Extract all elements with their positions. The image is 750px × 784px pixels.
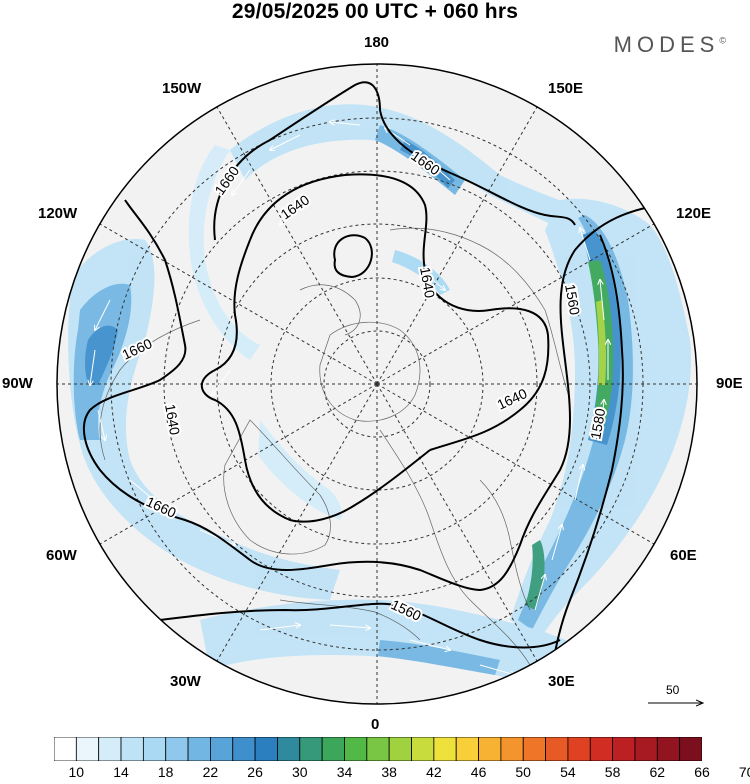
colorbar-swatch xyxy=(54,737,77,761)
lon-label-60e: 60E xyxy=(670,547,697,564)
colorbar-swatch xyxy=(277,737,301,761)
colorbar-swatch xyxy=(210,737,234,761)
colorbar-swatch xyxy=(567,737,591,761)
colorbar-swatch xyxy=(679,737,702,761)
colorbar-swatch xyxy=(411,737,435,761)
colorbar-tick-label: 14 xyxy=(113,764,129,780)
colorbar-tick-label: 18 xyxy=(157,764,174,780)
colorbar-tick-label: 38 xyxy=(381,764,397,780)
lon-label-150w: 150W xyxy=(162,80,202,97)
graticule xyxy=(57,64,697,704)
brand-logo: MODES© xyxy=(613,32,726,57)
coastlines xyxy=(99,227,571,666)
colorbar-swatch xyxy=(75,737,100,761)
colorbar-tick-label: 58 xyxy=(604,764,621,780)
lon-label-30w: 30W xyxy=(170,673,201,690)
lon-label-150e: 150E xyxy=(548,80,584,97)
colorbar-ticks: 10 14 18 22 26 30 34 38 42 46 50 54 58 62 66 70 xyxy=(54,764,750,784)
colorbar-swatch xyxy=(656,737,681,761)
lon-label-0: 0 xyxy=(371,716,380,733)
colorbar-swatch xyxy=(634,737,658,761)
colorbar-tick-label: 50 xyxy=(515,764,531,780)
colorbar-tick-label: 66 xyxy=(694,764,710,780)
colorbar-tick-label: 42 xyxy=(426,764,442,780)
map-title: 29/05/2025 00 UTC + 060 hrs xyxy=(231,0,519,23)
colorbar-tick-label: 30 xyxy=(292,764,308,780)
colorbar-swatch xyxy=(232,737,256,761)
colorbar-tick-label: 46 xyxy=(470,764,487,780)
colorbar-swatch xyxy=(612,737,636,761)
lon-label-90e: 90E xyxy=(716,375,743,392)
colorbar-tick-label: 34 xyxy=(336,764,353,780)
colorbar xyxy=(54,737,702,761)
colorbar-swatch xyxy=(321,737,345,761)
colorbar-swatch xyxy=(142,737,167,761)
colorbar-swatch xyxy=(478,737,502,761)
colorbar-swatch xyxy=(433,737,457,761)
colorbar-swatch xyxy=(522,737,546,761)
colorbar-tick-label: 26 xyxy=(247,764,263,780)
colorbar-legend: 10 14 18 22 26 30 34 38 42 46 50 54 58 62 66 70 xyxy=(54,737,750,780)
lon-label-90w: 90W xyxy=(2,375,33,392)
colorbar-swatch xyxy=(254,737,278,761)
wind-speed-shading xyxy=(68,104,691,700)
lon-label-60w: 60W xyxy=(46,547,77,564)
height-contours xyxy=(82,81,661,681)
colorbar-tick-label: 62 xyxy=(649,764,666,780)
colorbar-swatch xyxy=(545,737,569,761)
wind-vectors xyxy=(90,122,608,675)
colorbar-swatch xyxy=(366,737,390,761)
colorbar-swatch xyxy=(500,737,524,761)
lon-label-120e: 120E xyxy=(676,205,712,222)
colorbar-tick-label: 10 xyxy=(68,764,85,780)
colorbar-swatch xyxy=(120,737,144,761)
colorbar-swatch xyxy=(388,737,412,761)
colorbar-swatch xyxy=(589,737,614,761)
colorbar-swatch xyxy=(98,737,122,761)
vector-scale-label: 50 xyxy=(666,683,680,697)
colorbar-swatch xyxy=(165,737,189,761)
map-border xyxy=(56,63,698,705)
colorbar-tick-label: 22 xyxy=(202,764,219,780)
colorbar-tick-label: 70 xyxy=(738,764,750,780)
lon-label-180: 180 xyxy=(364,34,390,51)
colorbar-swatch xyxy=(299,737,323,761)
colorbar-swatch xyxy=(187,737,211,761)
colorbar-swatch xyxy=(344,737,368,761)
colorbar-tick-label: 54 xyxy=(560,764,576,780)
lon-label-120w: 120W xyxy=(38,205,78,222)
lon-label-30e: 30E xyxy=(548,673,575,690)
colorbar-swatch xyxy=(455,737,479,761)
